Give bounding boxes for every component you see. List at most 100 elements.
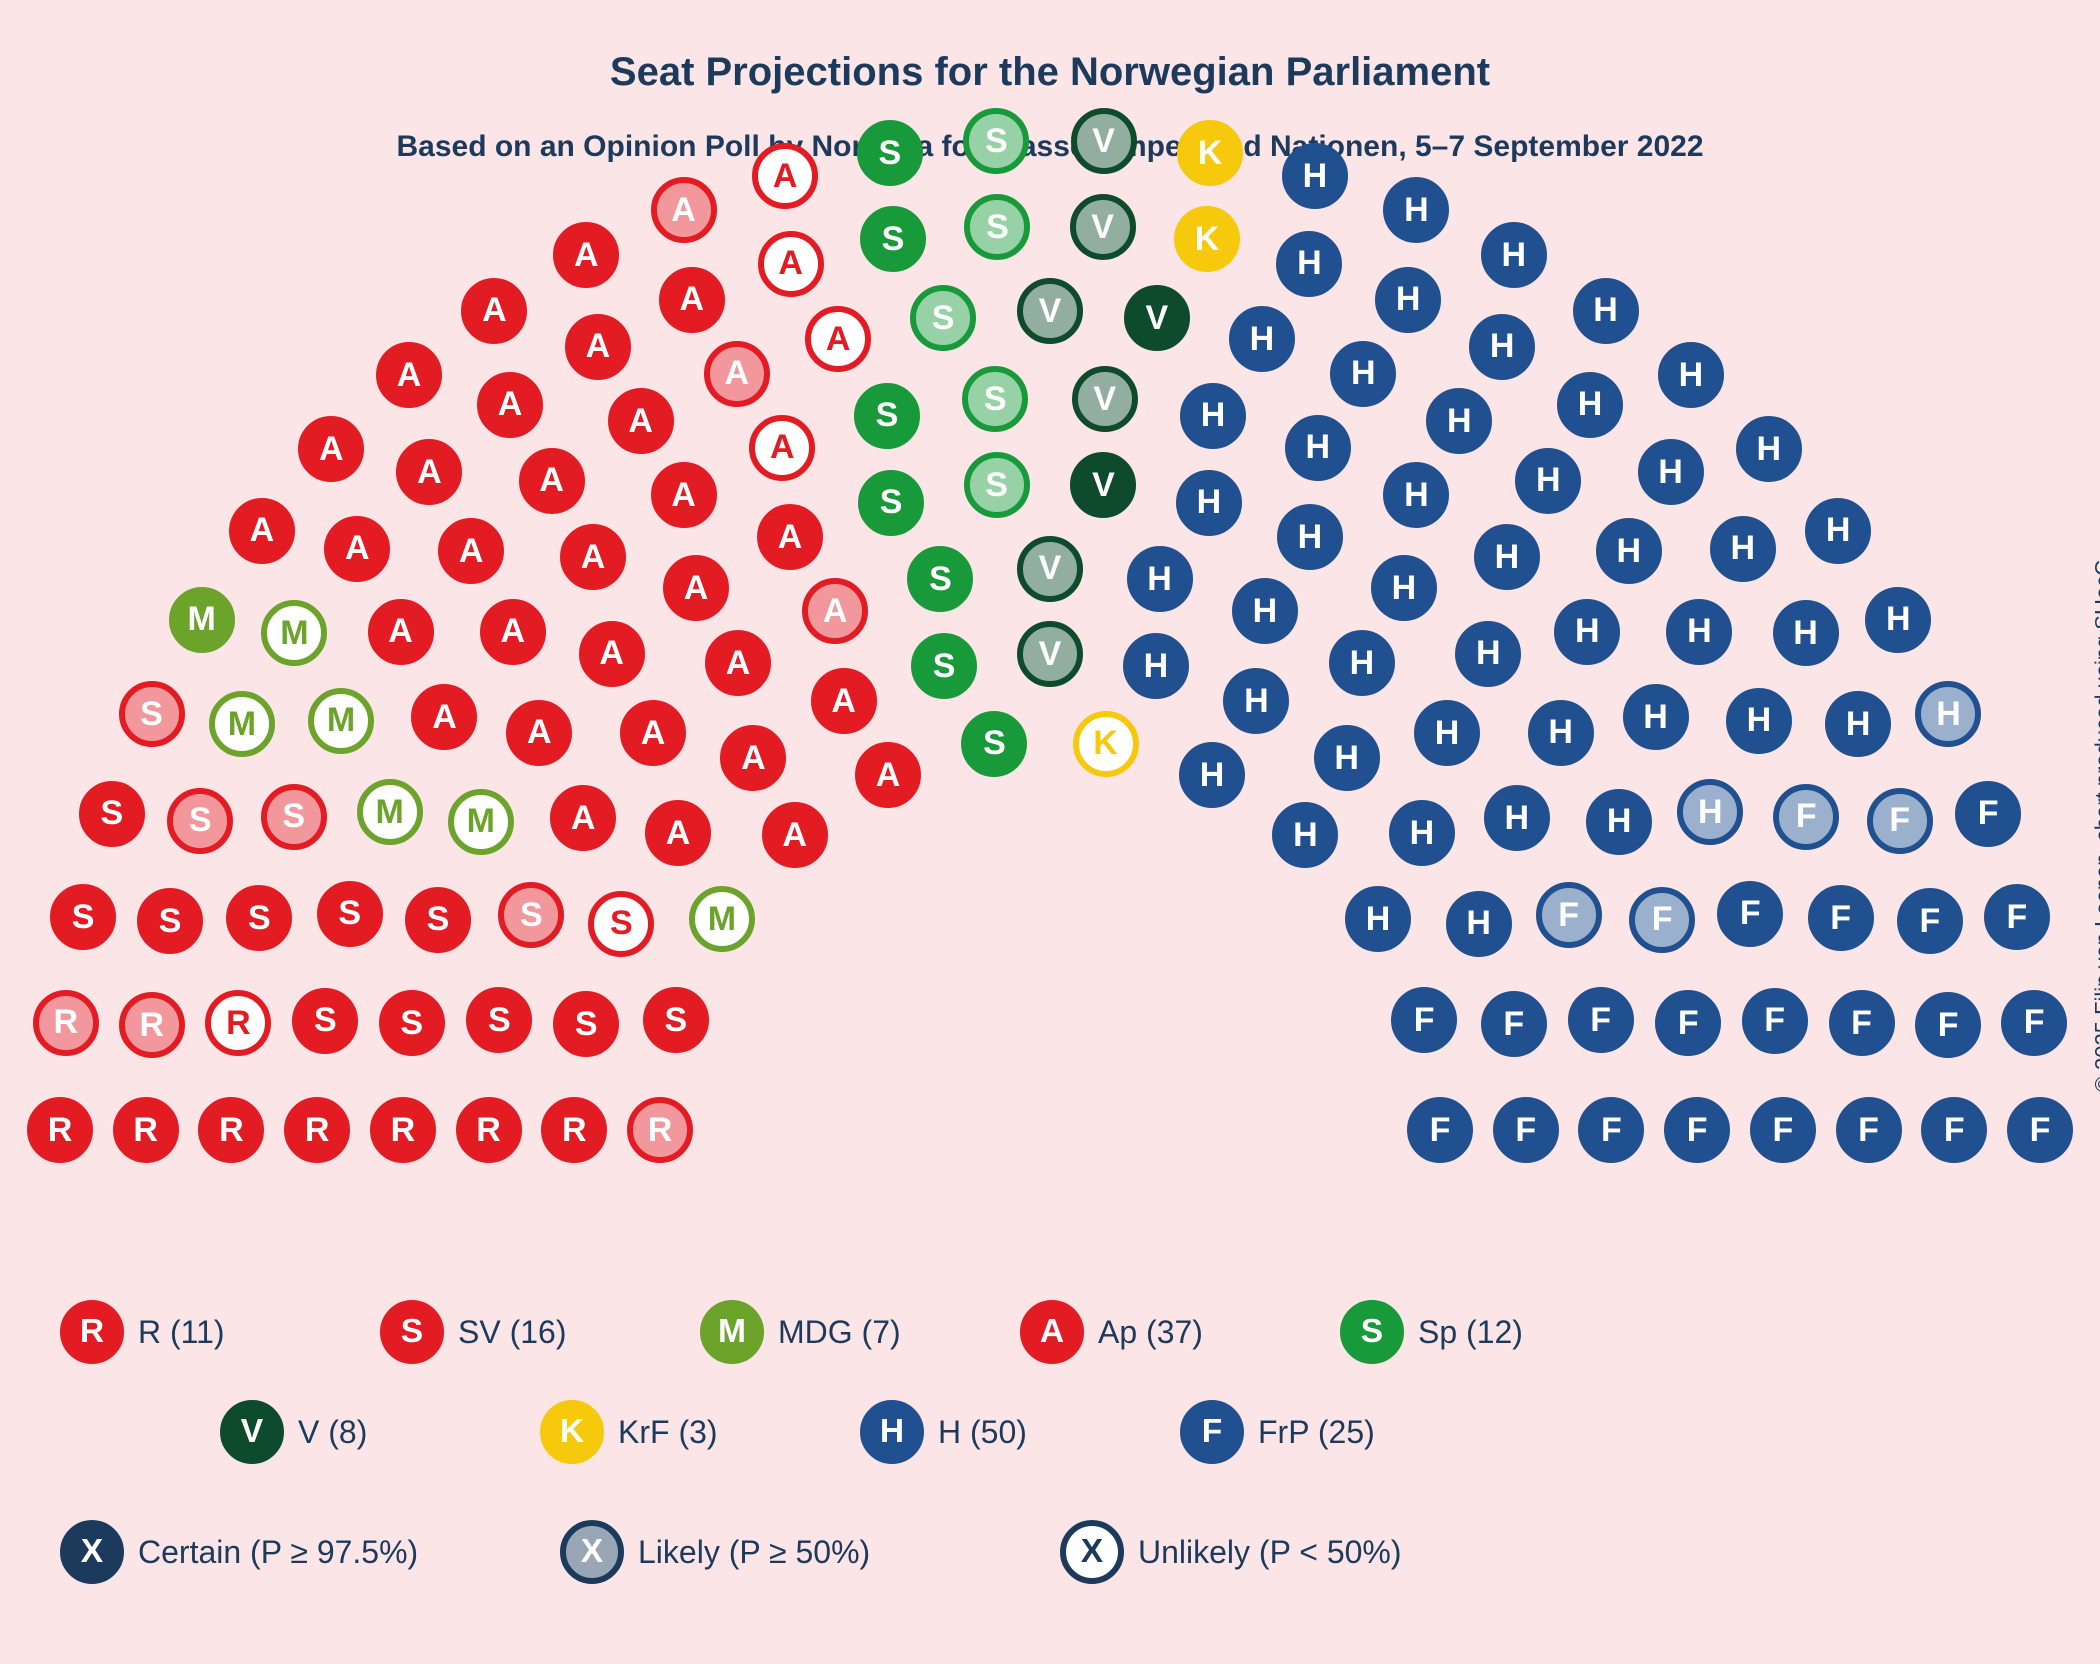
seat: S — [588, 891, 654, 957]
seat: S — [907, 546, 973, 612]
seat: F — [1717, 881, 1783, 947]
legend-circle: S — [380, 1300, 444, 1364]
seat: S — [379, 990, 445, 1056]
seat: A — [645, 800, 711, 866]
seat: H — [1474, 524, 1540, 590]
seat: A — [298, 416, 364, 482]
seat: V — [1124, 285, 1190, 351]
seat: A — [519, 448, 585, 514]
legend-party-Sp: SSp (12) — [1340, 1300, 1523, 1364]
seat: F — [1915, 992, 1981, 1058]
seat: R — [541, 1097, 607, 1163]
legend-circle: X — [60, 1520, 124, 1584]
seat: H — [1726, 688, 1792, 754]
seat: F — [1493, 1097, 1559, 1163]
legend-circle: H — [860, 1400, 924, 1464]
seat: A — [506, 700, 572, 766]
seat: R — [27, 1097, 93, 1163]
seat: A — [396, 439, 462, 505]
seat: F — [1867, 788, 1933, 854]
seat: S — [466, 987, 532, 1053]
seat: A — [663, 555, 729, 621]
seat: S — [317, 881, 383, 947]
legend-circle: V — [220, 1400, 284, 1464]
legend-label: H (50) — [938, 1414, 1027, 1451]
seat: M — [308, 688, 374, 754]
seat: R — [627, 1097, 693, 1163]
seat: S — [854, 383, 920, 449]
seat: R — [33, 990, 99, 1056]
seat: H — [1229, 306, 1295, 372]
seat: S — [643, 987, 709, 1053]
seat: A — [659, 267, 725, 333]
seat: K — [1177, 120, 1243, 186]
seat: H — [1375, 267, 1441, 333]
chart-title: Seat Projections for the Norwegian Parli… — [0, 50, 2100, 95]
seat: H — [1805, 498, 1871, 564]
seat: A — [324, 516, 390, 582]
seat: S — [261, 784, 327, 850]
seat: H — [1123, 633, 1189, 699]
seat: A — [376, 342, 442, 408]
seat: A — [608, 388, 674, 454]
seat: R — [198, 1097, 264, 1163]
legend-circle: X — [560, 1520, 624, 1584]
legend-party-V: V V (8) — [220, 1400, 367, 1464]
seat: A — [411, 684, 477, 750]
seat: H — [1554, 599, 1620, 665]
seat: S — [167, 788, 233, 854]
seat: H — [1276, 231, 1342, 297]
seat: S — [79, 781, 145, 847]
seat: H — [1736, 416, 1802, 482]
seat: H — [1314, 725, 1380, 791]
legend-party-Ap: AAp (37) — [1020, 1300, 1203, 1364]
seat: S — [137, 888, 203, 954]
seat: H — [1825, 691, 1891, 757]
legend-label: KrF (3) — [618, 1414, 718, 1451]
seat: H — [1573, 278, 1639, 344]
seat: R — [370, 1097, 436, 1163]
seat: H — [1389, 800, 1455, 866]
seat: S — [964, 452, 1030, 518]
seat: A — [758, 231, 824, 297]
seat: S — [963, 108, 1029, 174]
seat: F — [1750, 1097, 1816, 1163]
seat: S — [964, 194, 1030, 260]
legend-label: R (11) — [138, 1314, 225, 1351]
seat: A — [752, 143, 818, 209]
seat: A — [480, 599, 546, 665]
seat: F — [1578, 1097, 1644, 1163]
seat: A — [811, 668, 877, 734]
seat: R — [119, 992, 185, 1058]
seat: H — [1528, 700, 1594, 766]
seat: F — [1655, 990, 1721, 1056]
seat: A — [620, 700, 686, 766]
seat: H — [1180, 383, 1246, 449]
legend-label: V (8) — [298, 1414, 367, 1451]
seat: M — [261, 600, 327, 666]
seat: H — [1176, 470, 1242, 536]
seat: F — [1808, 885, 1874, 951]
seat: H — [1658, 342, 1724, 408]
legend-label: Unlikely (P < 50%) — [1138, 1534, 1402, 1571]
seat: A — [477, 372, 543, 438]
seat: V — [1017, 536, 1083, 602]
seat: F — [2001, 990, 2067, 1056]
seat: H — [1455, 621, 1521, 687]
seat: H — [1223, 668, 1289, 734]
seat: M — [689, 886, 755, 952]
seat: H — [1596, 518, 1662, 584]
parliament-chart: Seat Projections for the Norwegian Parli… — [0, 0, 2100, 1664]
seat: A — [560, 524, 626, 590]
seat: S — [498, 882, 564, 948]
seat: H — [1426, 388, 1492, 454]
seat: A — [461, 278, 527, 344]
seat: A — [565, 314, 631, 380]
seat: H — [1127, 546, 1193, 612]
seat: H — [1282, 143, 1348, 209]
seat: A — [579, 621, 645, 687]
seat: A — [704, 341, 770, 407]
seat: F — [1921, 1097, 1987, 1163]
seat: M — [448, 789, 514, 855]
seat: S — [50, 884, 116, 950]
